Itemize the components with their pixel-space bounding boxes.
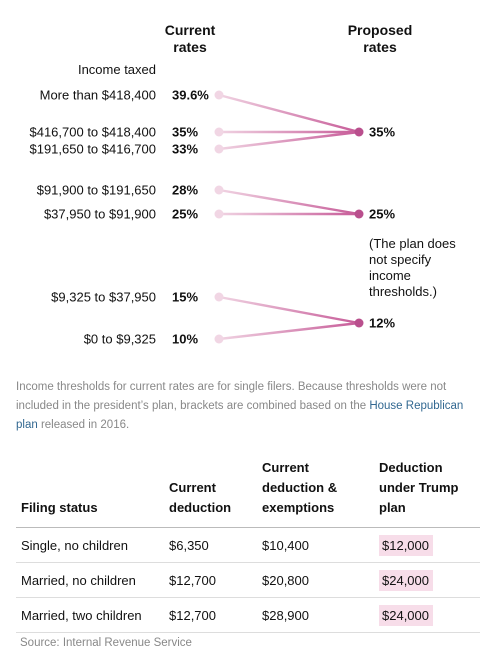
table-row: Married, no children $12,700 $20,800 $24… [16, 562, 480, 598]
current-rate-label: 33% [172, 142, 198, 157]
cell-filing-status: Single, no children [16, 527, 164, 563]
current-rate-label: 25% [172, 207, 198, 222]
bracket-income-label: $191,650 to $416,700 [29, 142, 156, 157]
header-td-line3: plan [379, 500, 406, 515]
proposed-rates-header-line1: Proposed [347, 22, 413, 38]
current-rate-label: 28% [172, 183, 198, 198]
header-current-deduction: Current deduction [164, 458, 257, 528]
current-rates-header-line1: Current [164, 22, 216, 38]
table-row: Married, two children $12,700 $28,900 $2… [16, 597, 480, 633]
footnote-tail: released in 2016. [37, 419, 130, 431]
table-header-row: Filing status Current deduction Current de… [16, 458, 480, 528]
current-rate-label: 39.6% [172, 88, 209, 103]
header-de-line1: Current [262, 460, 309, 475]
proposed-rate-dot [354, 318, 364, 328]
proposed-rate-label: 12% [369, 316, 395, 331]
cell-filing-status: Married, two children [16, 597, 164, 633]
header-de-line2: deduction & [262, 480, 338, 495]
bracket-income-label: $9,325 to $37,950 [51, 290, 156, 305]
current-rate-label: 15% [172, 290, 198, 305]
trump-deduction-highlight: $24,000 [379, 604, 433, 626]
thresholds-annotation-line: income [369, 268, 411, 283]
slope-line [218, 130, 360, 151]
bracket-income-label: $0 to $9,325 [84, 332, 156, 347]
current-rates-header: Current rates [150, 22, 230, 56]
current-rates-header-line2: rates [173, 39, 207, 55]
slope-line [218, 295, 360, 325]
current-rate-dot [214, 90, 224, 100]
house-republican-plan-link[interactable]: House Republican plan [16, 400, 464, 431]
proposed-rate-label: 35% [369, 125, 395, 140]
header-cd-line1: Current [169, 480, 216, 495]
current-rate-label: 35% [172, 125, 198, 140]
footnote: Income thresholds for current rates are … [16, 378, 466, 435]
footnote-text: Income thresholds for current rates are … [16, 381, 447, 412]
thresholds-annotation-line: (The plan does [369, 236, 456, 251]
cell-current-deduction: $6,350 [164, 527, 257, 563]
source-note: Source: Internal Revenue Service [20, 637, 192, 649]
cell-deduction-exemptions: $28,900 [257, 597, 374, 633]
bracket-income-label: $416,700 to $418,400 [29, 125, 156, 140]
current-rate-label: 10% [172, 332, 198, 347]
deduction-table: Filing status Current deduction Current de… [16, 458, 480, 633]
bracket-income-label: $91,900 to $191,650 [37, 183, 156, 198]
table-row: Single, no children $6,350 $10,400 $12,0… [16, 527, 480, 563]
trump-deduction-highlight: $24,000 [379, 569, 433, 591]
bracket-income-label: More than $418,400 [40, 88, 156, 103]
header-de-line3: exemptions [262, 500, 335, 515]
header-cd-line2: deduction [169, 500, 232, 515]
current-rate-dot [214, 209, 224, 219]
header-filing-status: Filing status [16, 458, 164, 528]
current-rate-dot [214, 127, 224, 137]
current-rate-dot [214, 185, 224, 195]
proposed-rate-dot [354, 209, 364, 219]
current-rate-dot [214, 292, 224, 302]
proposed-rates-header-line2: rates [363, 39, 397, 55]
cell-deduction-exemptions: $20,800 [257, 562, 374, 598]
trump-deduction-highlight: $12,000 [379, 534, 433, 556]
bracket-income-label: $37,950 to $91,900 [44, 207, 156, 222]
cell-current-deduction: $12,700 [164, 562, 257, 598]
proposed-rates-header: Proposed rates [335, 22, 425, 56]
header-td-line2: under Trump [379, 480, 459, 495]
current-rate-dot [214, 144, 224, 154]
current-rate-dot [214, 334, 224, 344]
proposed-rate-dot [354, 127, 364, 137]
proposed-rate-label: 25% [369, 207, 395, 222]
header-trump-deduction: Deduction under Trump plan [374, 458, 480, 528]
cell-trump-deduction: $24,000 [374, 562, 480, 598]
cell-trump-deduction: $24,000 [374, 597, 480, 633]
cell-deduction-exemptions: $10,400 [257, 527, 374, 563]
thresholds-annotation-line: thresholds.) [369, 284, 437, 299]
slope-line [218, 188, 360, 216]
cell-filing-status: Married, no children [16, 562, 164, 598]
header-filing-status-text: Filing status [21, 500, 98, 515]
header-td-line1: Deduction [379, 460, 443, 475]
cell-current-deduction: $12,700 [164, 597, 257, 633]
thresholds-annotation-line: not specify [369, 252, 432, 267]
cell-trump-deduction: $12,000 [374, 527, 480, 563]
slope-chart: Income taxed More than $418,400 39.6% $416… [29, 62, 456, 347]
slope-line [218, 93, 360, 134]
header-deduction-exemptions: Current deduction & exemptions [257, 458, 374, 528]
income-taxed-label: Income taxed [78, 62, 156, 77]
slope-line [218, 321, 360, 341]
